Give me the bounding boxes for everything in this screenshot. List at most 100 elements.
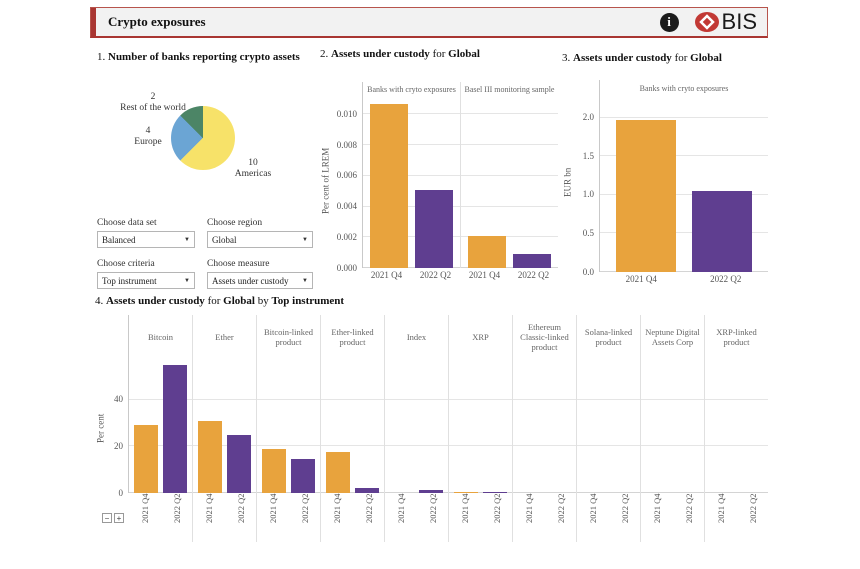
- chart4-number: 4.: [95, 295, 104, 307]
- chart3-number: 3.: [562, 52, 571, 64]
- y-tick-label: 2.0: [582, 112, 594, 123]
- chart1-title: 1. Number of banks reporting crypto asse…: [97, 51, 300, 63]
- chart2-title: 2. Assets under custody for Global: [320, 48, 558, 60]
- plot-area: [599, 96, 768, 272]
- chart4-for: for: [207, 295, 221, 307]
- criteria-value: Top instrument: [102, 275, 157, 286]
- chart4-criteria: Top instrument: [271, 295, 345, 307]
- y-tick-label: 0.008: [336, 139, 357, 150]
- plot: Banks with cryto exposures 2021 Q4 2022 Q…: [599, 80, 768, 284]
- facet: [256, 359, 320, 493]
- x-tick-group: 2021 Q4 2022 Q2: [640, 493, 704, 542]
- y-tick-label: 0.0: [582, 266, 594, 277]
- y-axis: 0 20 40: [106, 359, 128, 497]
- y-tick-label: 0.000: [336, 262, 357, 273]
- x-tick-label: 2022 Q2: [710, 274, 742, 284]
- x-tick-label: 2022 Q2: [171, 493, 182, 523]
- x-tick-label: 2022 Q2: [299, 493, 310, 523]
- bar-2021-q4: [370, 103, 408, 268]
- bar-2022-q2: [227, 434, 251, 493]
- chart4-title: 4. Assets under custody for Global by To…: [95, 295, 768, 307]
- bar-2021-q4: [134, 425, 158, 493]
- x-tick-group: 2021 Q4 2022 Q2: [320, 493, 384, 542]
- x-tick-label: 2021 Q4: [587, 493, 598, 523]
- chart1-title-text: Number of banks reporting crypto assets: [108, 51, 300, 63]
- x-tick-group: 2021 Q4 2022 Q2: [460, 268, 558, 280]
- criteria-control: Choose criteria Top instrument ▼: [97, 259, 195, 289]
- region-select[interactable]: Global ▼: [207, 231, 313, 248]
- bar-2022-q2: [415, 189, 453, 268]
- chart2-measure: Assets under custody: [331, 48, 430, 60]
- facet: [512, 359, 576, 493]
- facet-header: Bitcoin-linked product: [256, 315, 320, 359]
- measure-control: Choose measure Assets under custody ▼: [207, 259, 313, 289]
- bar-2022-q2: [513, 254, 551, 268]
- bar-chart-by-instrument: 4. Assets under custody for Global by To…: [95, 295, 768, 542]
- bar-2022-q2: [291, 459, 315, 493]
- gridline: [600, 271, 768, 272]
- pie-value-americas: 10: [248, 158, 258, 168]
- facet-header: Solana-linked product: [576, 315, 640, 359]
- y-axis-title: Per cent: [95, 413, 106, 444]
- zoom-in-button[interactable]: +: [114, 513, 124, 523]
- info-icon[interactable]: i: [659, 12, 679, 32]
- facet-header: Ether: [192, 315, 256, 359]
- facet-headers: Banks with cryto exposures Basel III moni…: [362, 82, 558, 96]
- facet: [448, 359, 512, 493]
- bar-2022-q2: [692, 190, 752, 272]
- facet-header: Basel III monitoring sample: [460, 82, 558, 96]
- gridline: [600, 232, 768, 234]
- header-accent-bar: [91, 8, 96, 36]
- header-right: i BIS: [659, 11, 767, 33]
- x-tick-label: 2022 Q2: [235, 493, 246, 523]
- chevron-down-icon: ▼: [302, 277, 308, 284]
- x-axis: 2021 Q4 2022 Q2 2021 Q4 2022 Q2 2021 Q4 2022 …: [128, 493, 768, 542]
- criteria-select[interactable]: Top instrument ▼: [97, 272, 195, 289]
- x-tick-group: 2021 Q4 2022 Q2: [192, 493, 256, 542]
- y-tick-label: 0.002: [336, 231, 357, 242]
- gridlines: [600, 96, 768, 272]
- facet-header: Index: [384, 315, 448, 359]
- x-tick-label: 2021 Q4: [139, 493, 150, 523]
- plot-area: [362, 96, 558, 268]
- bar-2022-q2: [355, 488, 379, 493]
- pie-name-americas: Americas: [234, 169, 272, 179]
- measure-select[interactable]: Assets under custody ▼: [207, 272, 313, 289]
- filter-controls: Choose data set Balanced ▼ Choose region…: [97, 218, 313, 289]
- x-tick-group: 2021 Q4 2022 Q2: [362, 268, 460, 280]
- x-tick-label: 2022 Q2: [555, 493, 566, 523]
- bar-2022-q2: [419, 489, 443, 493]
- bar-2021-q4: [454, 491, 478, 493]
- y-tick-label: 40: [114, 394, 123, 405]
- facet-header: Banks with cryto exposures: [639, 83, 729, 93]
- data-set-select[interactable]: Balanced ▼: [97, 231, 195, 248]
- x-tick-label: 2022 Q2: [747, 493, 758, 523]
- x-axis: 2021 Q4 2022 Q2 2021 Q4 2022 Q2: [362, 268, 558, 280]
- y-axis: 0.0 0.5 1.0 1.5 2.0: [573, 96, 599, 276]
- facet: [384, 359, 448, 493]
- x-tick-group: 2021 Q4 2022 Q2: [256, 493, 320, 542]
- y-axis-title: EUR bn: [562, 167, 573, 197]
- zoom-out-button[interactable]: −: [102, 513, 112, 523]
- header-bar: Crypto exposures i BIS: [90, 7, 768, 38]
- zoom-controls: − +: [102, 513, 124, 523]
- x-tick-label: 2021 Q4: [651, 493, 662, 523]
- x-tick-group: 2021 Q4 2022 Q2: [448, 493, 512, 542]
- bis-diamond-icon: [694, 12, 719, 32]
- x-tick-label: 2021 Q4: [267, 493, 278, 523]
- gridline: [600, 155, 768, 157]
- page-title: Crypto exposures: [108, 14, 206, 29]
- bis-logo: BIS: [694, 11, 757, 33]
- x-tick-group: 2021 Q4 2022 Q2: [704, 493, 768, 542]
- x-tick-label: 2021 Q4: [715, 493, 726, 523]
- x-tick-group: 2021 Q4 2022 Q2: [512, 493, 576, 542]
- region-control: Choose region Global ▼: [207, 218, 313, 248]
- chart3-for: for: [674, 52, 688, 64]
- facet-header: Ethereum Classic-linked product: [512, 315, 576, 359]
- pie-value-europe: 4: [145, 126, 151, 136]
- chart4-measure: Assets under custody: [106, 295, 205, 307]
- region-value: Global: [212, 234, 237, 245]
- bar-2022-q2: [163, 364, 187, 493]
- plot: Bitcoin Ether Bitcoin-linked product Ether-…: [128, 315, 768, 542]
